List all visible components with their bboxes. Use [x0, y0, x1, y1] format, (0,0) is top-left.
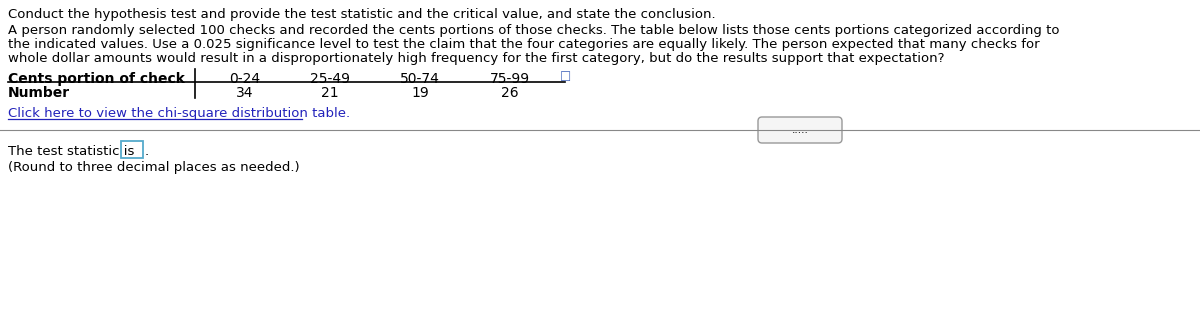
Text: 0-24: 0-24 [229, 72, 260, 86]
Text: Click here to view the chi-square distribution table.: Click here to view the chi-square distri… [8, 107, 350, 120]
Text: The test statistic is: The test statistic is [8, 145, 134, 158]
Text: 50-74: 50-74 [400, 72, 440, 86]
Text: 75-99: 75-99 [490, 72, 530, 86]
FancyBboxPatch shape [758, 117, 842, 143]
Text: ☐: ☐ [560, 71, 571, 84]
Text: 34: 34 [236, 86, 253, 100]
Text: .: . [144, 145, 149, 158]
Text: 19: 19 [412, 86, 428, 100]
Text: 26: 26 [502, 86, 518, 100]
Text: (Round to three decimal places as needed.): (Round to three decimal places as needed… [8, 161, 300, 174]
FancyBboxPatch shape [121, 141, 143, 158]
Text: Cents portion of check: Cents portion of check [8, 72, 185, 86]
Text: 25-49: 25-49 [310, 72, 350, 86]
Text: whole dollar amounts would result in a disproportionately high frequency for the: whole dollar amounts would result in a d… [8, 52, 944, 65]
Text: .....: ..... [792, 125, 809, 135]
Text: the indicated values. Use a 0.025 significance level to test the claim that the : the indicated values. Use a 0.025 signif… [8, 38, 1039, 51]
Text: A person randomly selected 100 checks and recorded the cents portions of those c: A person randomly selected 100 checks an… [8, 24, 1060, 37]
Text: Conduct the hypothesis test and provide the test statistic and the critical valu: Conduct the hypothesis test and provide … [8, 8, 715, 21]
Text: 21: 21 [322, 86, 338, 100]
Text: Number: Number [8, 86, 70, 100]
